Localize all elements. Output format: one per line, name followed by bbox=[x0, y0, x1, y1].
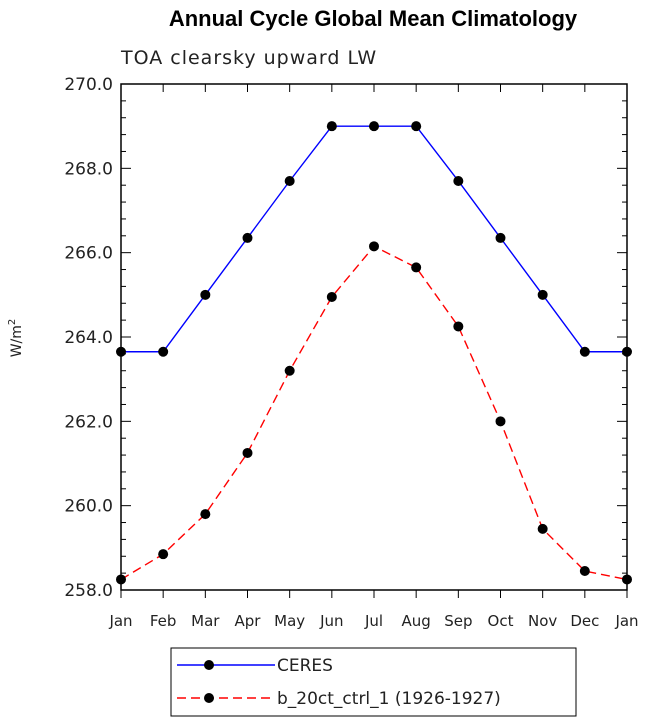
series-line-2 bbox=[120, 245, 628, 581]
series-point-2 bbox=[326, 291, 337, 302]
x-tick-label: Jan bbox=[108, 612, 132, 630]
series-point-2 bbox=[453, 321, 464, 332]
y-tick-label: 264.0 bbox=[64, 328, 113, 348]
series-point-1 bbox=[537, 289, 548, 300]
y-tick-label: 268.0 bbox=[64, 159, 113, 179]
series-point-1 bbox=[369, 121, 379, 132]
legend-marker-1 bbox=[204, 660, 214, 670]
series-point-1 bbox=[579, 346, 590, 357]
x-tick-label: Oct bbox=[488, 612, 514, 630]
legend-box bbox=[170, 647, 577, 717]
series-point-2 bbox=[116, 574, 126, 585]
series-point-2 bbox=[622, 574, 632, 585]
y-tick-label: 258.0 bbox=[64, 581, 113, 601]
x-tick-label: Jul bbox=[364, 612, 383, 630]
series-point-2 bbox=[537, 523, 548, 534]
series-point-1 bbox=[158, 346, 169, 357]
series-point-1 bbox=[453, 175, 464, 186]
series-point-2 bbox=[411, 262, 422, 273]
series-point-2 bbox=[369, 241, 379, 252]
series-point-1 bbox=[495, 232, 506, 243]
x-tick-label: Feb bbox=[150, 612, 177, 630]
x-tick-label: Jan bbox=[614, 612, 638, 630]
x-tick-label: Dec bbox=[570, 612, 599, 630]
y-tick-label: 270.0 bbox=[64, 75, 113, 95]
series-line-1 bbox=[121, 125, 627, 353]
series-point-1 bbox=[284, 175, 295, 186]
series-point-1 bbox=[200, 289, 211, 300]
series-point-2 bbox=[200, 509, 211, 520]
legend-label-1: CERES bbox=[277, 656, 333, 676]
plot-area: 258.0 260.0 262.0 264.0 266.0 268.0 270.0 Jan Fe… bbox=[64, 75, 638, 630]
chart-title: Annual Cycle Global Mean Climatology bbox=[169, 6, 578, 31]
y-tick-label: 260.0 bbox=[64, 497, 113, 517]
series-point-1 bbox=[326, 121, 337, 132]
chart-subtitle: TOA clearsky upward LW bbox=[120, 47, 377, 69]
y-tick-label: 266.0 bbox=[64, 244, 113, 264]
series-point-1 bbox=[116, 346, 126, 357]
y-axis-label-superscript: 2 bbox=[7, 319, 18, 325]
x-tick-label: Nov bbox=[528, 612, 557, 630]
series-point-1 bbox=[411, 121, 422, 132]
x-tick-label: Mar bbox=[191, 612, 220, 630]
series-point-1 bbox=[622, 346, 632, 357]
series-point-2 bbox=[158, 549, 169, 560]
x-tick-label: Sep bbox=[444, 612, 472, 630]
legend-marker-2 bbox=[204, 693, 214, 703]
legend: CERES b_20ct_ctrl_1 (1926-1927) bbox=[170, 647, 577, 717]
plot-frame bbox=[120, 83, 628, 591]
series-point-2 bbox=[242, 447, 253, 458]
x-tick-label: Jun bbox=[319, 612, 343, 630]
series-point-2 bbox=[284, 365, 295, 376]
series-point-2 bbox=[495, 416, 506, 427]
y-axis-label-base: W/m bbox=[9, 325, 25, 357]
y-tick-label: 262.0 bbox=[64, 412, 113, 432]
series-point-1 bbox=[242, 232, 253, 243]
legend-label-2: b_20ct_ctrl_1 (1926-1927) bbox=[277, 689, 501, 709]
y-axis-label: W/m2 bbox=[7, 319, 25, 358]
x-tick-label: Apr bbox=[235, 612, 262, 630]
series-point-2 bbox=[579, 566, 590, 577]
x-tick-label: May bbox=[274, 612, 305, 630]
x-tick-label: Aug bbox=[402, 612, 431, 630]
